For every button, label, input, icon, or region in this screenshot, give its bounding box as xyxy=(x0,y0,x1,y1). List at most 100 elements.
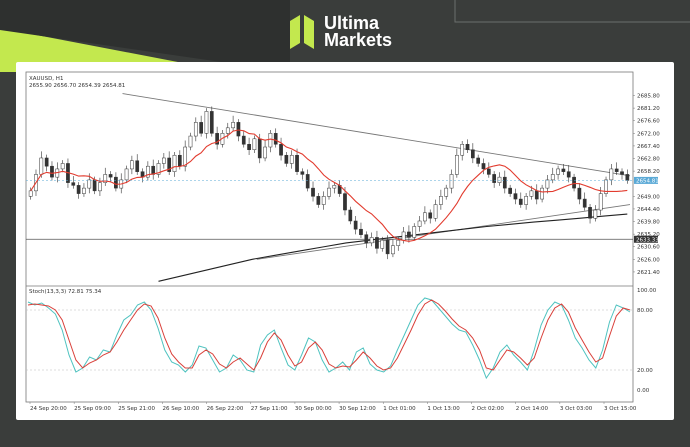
candle-body xyxy=(273,133,278,145)
x-tick-label: 1 Oct 13:00 xyxy=(427,406,460,412)
stoch-signal-line xyxy=(27,299,631,371)
candle-body xyxy=(289,154,294,164)
candle-body xyxy=(231,122,235,129)
candle xyxy=(577,183,582,205)
candle-body xyxy=(582,198,587,208)
candle xyxy=(582,192,587,211)
candle xyxy=(508,184,512,197)
brand-line-2: Markets xyxy=(324,30,393,50)
candle xyxy=(614,162,619,175)
candle-body xyxy=(598,193,603,211)
candle xyxy=(465,139,470,154)
last-price-badge xyxy=(634,176,658,184)
last-price-label: 2654.81 xyxy=(636,178,659,184)
candle-body xyxy=(604,179,608,194)
candle xyxy=(534,184,539,205)
candle-body xyxy=(71,182,76,186)
candle-body xyxy=(76,185,81,194)
candle-body xyxy=(300,171,305,175)
x-tick-label: 25 Sep 09:00 xyxy=(74,406,111,412)
candle xyxy=(103,167,108,186)
candle-body xyxy=(380,239,385,249)
candle-body xyxy=(204,111,209,134)
candle-body xyxy=(433,204,438,219)
candle-body xyxy=(561,168,566,172)
candle xyxy=(417,216,422,232)
candle-body xyxy=(545,179,550,189)
candle-body xyxy=(252,138,257,151)
candle xyxy=(60,160,65,173)
stoch-y-tick-label: 100.00 xyxy=(637,288,657,294)
candle xyxy=(359,222,363,238)
candle-body xyxy=(82,187,86,194)
candle xyxy=(316,193,321,208)
candle-body xyxy=(188,135,193,148)
candle-body xyxy=(588,207,592,219)
candle-body xyxy=(476,157,481,164)
candle xyxy=(209,106,214,137)
candle xyxy=(492,171,496,188)
y-tick-label: 2681.20 xyxy=(637,106,660,112)
candle-body xyxy=(449,174,454,189)
candle-body xyxy=(620,171,624,175)
candle xyxy=(135,154,140,175)
candle-body xyxy=(156,163,161,175)
candle-body xyxy=(98,182,102,192)
brand-name: Ultima Markets xyxy=(324,14,393,50)
candle-body xyxy=(407,231,411,238)
x-tick-label: 25 Sep 21:00 xyxy=(118,406,155,412)
candle-body xyxy=(327,187,331,197)
y-tick-label: 2639.80 xyxy=(637,220,660,226)
candle xyxy=(28,187,33,200)
candle xyxy=(545,174,550,194)
candle-body xyxy=(518,198,523,205)
candle-body xyxy=(28,190,33,197)
stoch-y-tick-label: 80.00 xyxy=(637,308,653,314)
candle xyxy=(348,206,353,225)
candle-body xyxy=(316,196,321,205)
candle-body xyxy=(257,138,262,159)
candle xyxy=(252,135,257,154)
candle xyxy=(130,155,134,175)
candle-body xyxy=(321,196,326,205)
candle-body xyxy=(193,122,198,137)
candle xyxy=(497,172,502,186)
dark-panel-left xyxy=(0,0,290,72)
candle-body xyxy=(497,176,502,183)
candle-body xyxy=(279,144,283,156)
candle xyxy=(439,189,443,210)
symbol-label: XAUUSD, H1 xyxy=(29,76,63,82)
candle-body xyxy=(236,122,241,137)
candle-body xyxy=(369,237,374,244)
candle xyxy=(620,168,624,180)
candle-body xyxy=(215,133,219,145)
candle-body xyxy=(50,165,54,178)
x-tick-label: 3 Oct 15:00 xyxy=(604,406,637,412)
candle-body xyxy=(305,174,310,189)
candle-body xyxy=(332,185,337,189)
candle xyxy=(593,205,598,222)
frame-line xyxy=(454,0,690,23)
y-tick-label: 2672.00 xyxy=(637,131,660,137)
candle xyxy=(556,165,560,180)
candle-body xyxy=(364,234,369,244)
candle xyxy=(385,235,390,260)
candle-body xyxy=(534,190,539,200)
candle-body xyxy=(108,174,113,178)
candle-body xyxy=(572,176,576,189)
candle-body xyxy=(263,146,267,159)
candle-body xyxy=(577,187,582,200)
candle-body xyxy=(470,149,475,159)
candle-body xyxy=(44,157,49,167)
candle xyxy=(183,140,188,172)
candle-body xyxy=(513,193,518,200)
long-moving-average-line xyxy=(158,213,628,282)
candle-body xyxy=(39,157,44,175)
candle xyxy=(162,153,166,169)
stoch-y-tick-label: 0.00 xyxy=(637,388,650,394)
candle xyxy=(263,140,267,162)
ohlc-label: 2655.90 2656.70 2654.39 2654.81 xyxy=(29,83,125,89)
candle xyxy=(337,180,342,197)
x-tick-label: 26 Sep 10:00 xyxy=(162,406,199,412)
x-tick-label: 2 Oct 14:00 xyxy=(516,406,549,412)
